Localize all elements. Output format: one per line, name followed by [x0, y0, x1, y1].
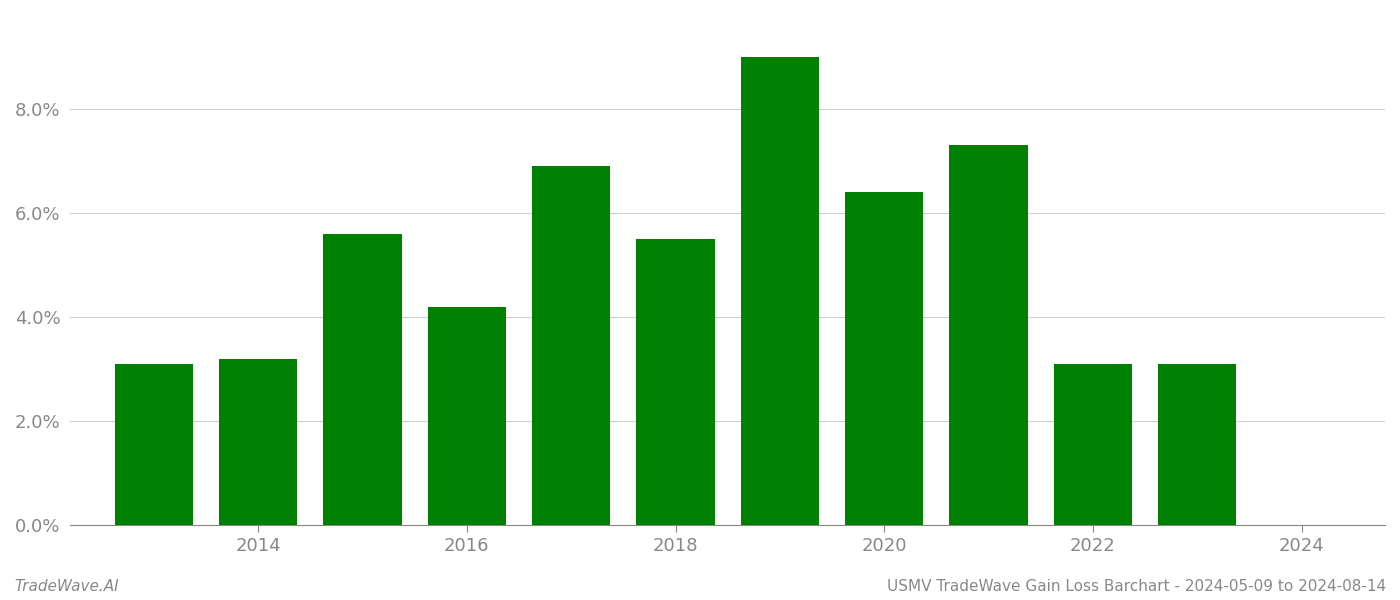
Bar — [323, 233, 402, 525]
Bar — [846, 192, 924, 525]
Bar — [115, 364, 193, 525]
Bar — [428, 307, 505, 525]
Bar — [218, 359, 297, 525]
Bar — [532, 166, 610, 525]
Text: TradeWave.AI: TradeWave.AI — [14, 579, 119, 594]
Text: USMV TradeWave Gain Loss Barchart - 2024-05-09 to 2024-08-14: USMV TradeWave Gain Loss Barchart - 2024… — [886, 579, 1386, 594]
Bar — [741, 56, 819, 525]
Bar — [1158, 364, 1236, 525]
Bar — [637, 239, 714, 525]
Bar — [1054, 364, 1133, 525]
Bar — [949, 145, 1028, 525]
